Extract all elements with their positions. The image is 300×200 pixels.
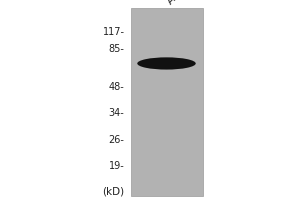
Text: 19-: 19- bbox=[109, 161, 124, 171]
Text: 48-: 48- bbox=[109, 82, 124, 92]
Text: 34-: 34- bbox=[109, 108, 124, 118]
Text: (kD): (kD) bbox=[102, 186, 124, 196]
Text: A549: A549 bbox=[165, 0, 193, 6]
Ellipse shape bbox=[137, 57, 196, 70]
Text: 26-: 26- bbox=[109, 135, 124, 145]
Bar bbox=[130, 8, 202, 196]
Text: 85-: 85- bbox=[109, 44, 124, 54]
Text: 117-: 117- bbox=[103, 27, 124, 37]
